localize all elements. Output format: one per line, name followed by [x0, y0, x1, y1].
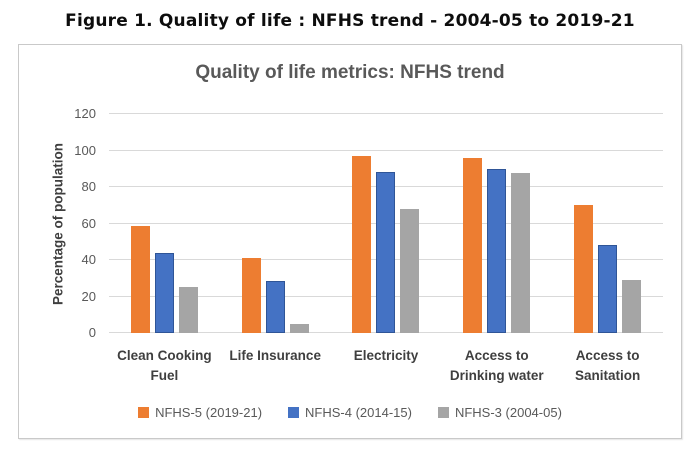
bar: [178, 287, 198, 333]
bar-group: [331, 114, 442, 333]
bar: [289, 324, 309, 333]
bar-group: [109, 114, 220, 333]
bar-group: [441, 114, 552, 333]
legend-item: NFHS-3 (2004-05): [437, 405, 562, 420]
bar: [511, 172, 531, 333]
bar: [574, 204, 594, 333]
bar: [130, 226, 150, 333]
y-axis-title: Percentage of population: [50, 142, 66, 305]
legend-item: NFHS-4 (2014-15): [288, 405, 412, 420]
plot-area: 0 20 40 60 80 100 120 Percentage of population: [51, 106, 663, 340]
bar-group: [220, 114, 331, 333]
y-tick-label: 80: [81, 179, 96, 195]
legend-marker-icon: [288, 407, 300, 418]
y-tick-label: 60: [81, 215, 96, 231]
bar: [376, 172, 396, 333]
x-axis-label: Access to Drinking water: [449, 348, 544, 383]
legend-label: NFHS-3 (2004-05): [454, 405, 562, 420]
x-axis-labels: Clean Cooking Fuel Life Insurance Electric…: [109, 346, 663, 390]
y-tick-label: 120: [74, 106, 96, 121]
bar-group: [552, 114, 663, 333]
figure-title: Figure 1. Quality of life : NFHS trend -…: [65, 11, 635, 31]
gridline: [109, 149, 663, 151]
legend: NFHS-5 (2019-21) NFHS-4 (2014-15) NFHS-3 (…: [19, 405, 681, 420]
x-axis-label: Electricity: [353, 348, 419, 363]
bar: [154, 253, 174, 333]
x-axis-label: Access to Sanitation: [574, 348, 641, 383]
chart-box: Quality of life metrics: NFHS trend 0 20 4…: [18, 44, 682, 439]
y-tick-label: 40: [81, 252, 96, 268]
legend-item: NFHS-5 (2019-21): [138, 405, 262, 420]
bar: [400, 209, 420, 333]
legend-marker-icon: [138, 407, 150, 418]
y-tick-label: 20: [81, 288, 96, 304]
bar: [487, 168, 507, 333]
y-tick-label: 0: [88, 325, 96, 340]
bar: [241, 258, 261, 333]
bar: [463, 157, 483, 333]
x-axis-label: Clean Cooking Fuel: [117, 348, 212, 383]
legend-label: NFHS-5 (2019-21): [155, 405, 263, 420]
bar: [598, 244, 618, 333]
bar: [352, 156, 372, 333]
bar: [265, 280, 285, 333]
y-tick-label: 100: [74, 142, 96, 158]
legend-marker-icon: [437, 407, 449, 418]
chart-title: Quality of life metrics: NFHS trend: [195, 62, 505, 83]
gridline: [109, 113, 663, 114]
x-axis-label: Life Insurance: [229, 348, 321, 363]
bar: [622, 279, 642, 333]
legend-label: NFHS-4 (2014-15): [305, 405, 412, 420]
